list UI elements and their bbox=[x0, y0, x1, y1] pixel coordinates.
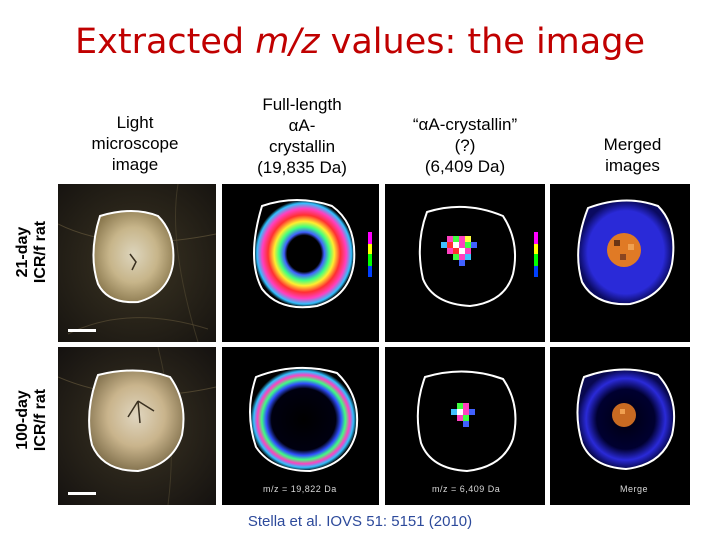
alpha-a-crystallin-image-100-day bbox=[385, 347, 545, 505]
column-header-alpha-a: “αA-crystallin” (?) (6,409 Da) bbox=[412, 115, 518, 176]
row-label-21-day: 21-day ICR/f rat bbox=[14, 220, 49, 284]
caption-alpha-a-mz: m/z = 6,409 Da bbox=[432, 484, 501, 494]
caption-full-length-mz: m/z = 19,822 Da bbox=[263, 484, 337, 494]
caption-merge: Merge bbox=[620, 484, 649, 494]
full-length-crystallin-image-100-day bbox=[222, 347, 379, 505]
light-microscope-image-100-day bbox=[58, 347, 216, 505]
row-label-100-day: 100-day ICR/f rat bbox=[14, 388, 49, 452]
column-header-light-microscope: Light microscope image bbox=[91, 113, 179, 174]
light-microscope-image-21-day bbox=[58, 184, 216, 342]
alpha-a-crystallin-image-21-day bbox=[385, 184, 545, 342]
citation: Stella et al. IOVS 51: 5151 (2010) bbox=[247, 513, 473, 530]
column-header-full-length: Full-length αA-crystallin (19,835 Da) bbox=[257, 95, 347, 177]
slide-title: Extracted m/z values: the image bbox=[75, 22, 645, 62]
column-header-merged: Merged images bbox=[603, 135, 662, 175]
full-length-crystallin-image-21-day bbox=[222, 184, 379, 342]
merged-image-21-day bbox=[550, 184, 690, 342]
merged-image-100-day bbox=[550, 347, 690, 505]
